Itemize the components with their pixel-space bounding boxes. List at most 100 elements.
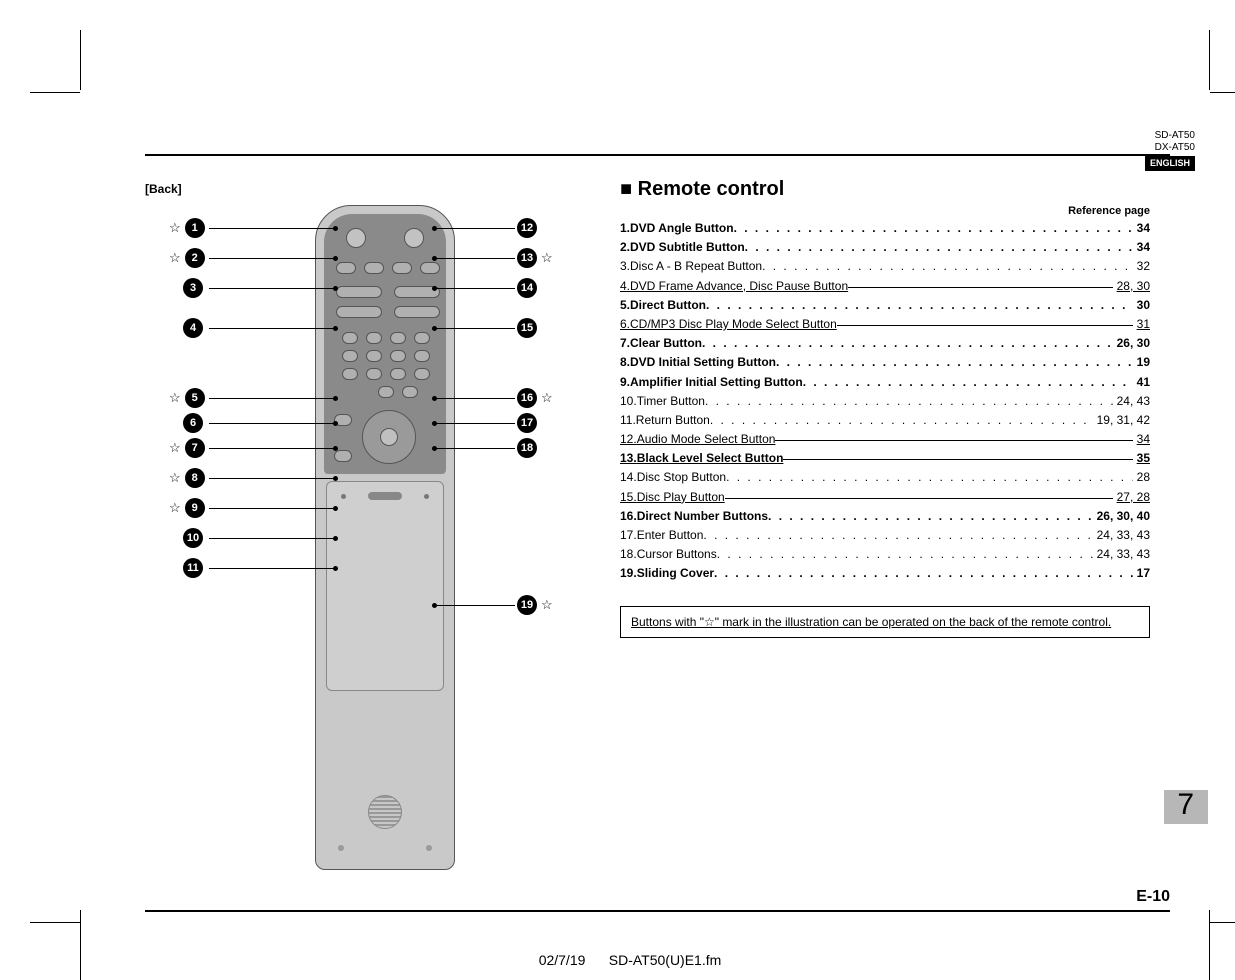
toc-label: Direct Number Buttons — [637, 507, 768, 526]
cropmark — [80, 30, 81, 90]
cover-handle — [368, 492, 402, 500]
cropmark — [80, 910, 81, 980]
callout-number: 17 — [517, 413, 537, 433]
leader-line — [209, 478, 335, 479]
toc-row: 19. Sliding Cover 17 — [620, 564, 1150, 583]
toc-page: 34 — [1133, 238, 1150, 257]
footer-date: 02/7/19 — [539, 952, 586, 968]
remote-diagram: ☆1☆234☆56☆7☆8☆910111213☆141516☆171819☆ — [165, 205, 555, 915]
callout-right: 13☆ — [517, 248, 557, 268]
callout-number: 12 — [517, 218, 537, 238]
callout-left: 4 — [183, 318, 203, 338]
remote-foot — [338, 845, 344, 851]
callout-number: 14 — [517, 278, 537, 298]
callout-number: 11 — [183, 558, 203, 578]
note-box: Buttons with "☆" mark in the illustratio… — [620, 606, 1150, 638]
leader-line — [435, 328, 515, 329]
reference-page-label: Reference page — [620, 205, 1150, 217]
toc-row: 11. Return Button 19, 31, 42 — [620, 411, 1150, 430]
side-page-number: 7 — [1177, 788, 1194, 822]
star-icon: ☆ — [541, 250, 553, 266]
remote-button — [336, 262, 356, 274]
toc-num: 1. — [620, 219, 630, 238]
leader-line — [209, 258, 335, 259]
callout-left: ☆7 — [165, 438, 205, 458]
toc-num: 13. — [620, 449, 637, 468]
leader-line — [435, 448, 515, 449]
footer-rule — [145, 910, 1170, 912]
remote-button — [414, 368, 430, 380]
section-title: ■ Remote control — [620, 178, 1150, 201]
toc-label: Timer Button — [637, 392, 705, 411]
cover-dot — [341, 494, 346, 499]
toc-row: 15. Disc Play Button 27, 28 — [620, 488, 1150, 507]
leader-line — [209, 423, 335, 424]
leader-line — [209, 538, 335, 539]
toc-num: 6. — [620, 315, 630, 334]
toc-page: 24, 33, 43 — [1093, 526, 1150, 545]
toc-num: 14. — [620, 468, 637, 487]
callout-left: 11 — [183, 558, 203, 578]
leader-line — [209, 508, 335, 509]
toc-dots — [705, 392, 1113, 411]
remote-enter — [380, 428, 398, 446]
callout-number: 1 — [185, 218, 205, 238]
star-icon: ☆ — [169, 220, 181, 236]
leader-line — [209, 398, 335, 399]
toc-dots — [725, 487, 1113, 499]
toc-page: 19 — [1133, 353, 1150, 372]
toc-row: 16. Direct Number Buttons 26, 30, 40 — [620, 507, 1150, 526]
toc-dots — [776, 353, 1133, 372]
toc-row: 2. DVD Subtitle Button 34 — [620, 238, 1150, 257]
toc-page: 27, 28 — [1113, 488, 1150, 507]
toc-dots — [710, 411, 1093, 430]
toc-num: 4. — [620, 277, 630, 296]
toc-num: 11. — [620, 411, 636, 430]
toc-dots — [714, 564, 1133, 583]
toc-row: 4. DVD Frame Advance, Disc Pause Button … — [620, 277, 1150, 296]
leader-line — [209, 228, 335, 229]
callout-number: 3 — [183, 278, 203, 298]
toc-label: Disc Stop Button — [637, 468, 726, 487]
toc-dots — [768, 507, 1093, 526]
toc-page: 24, 43 — [1113, 392, 1150, 411]
toc-label: Enter Button — [637, 526, 704, 545]
callout-number: 16 — [517, 388, 537, 408]
remote-button — [394, 306, 440, 318]
toc-page: 34 — [1133, 219, 1150, 238]
callout-left: ☆2 — [165, 248, 205, 268]
leader-line — [435, 228, 515, 229]
remote-button — [390, 368, 406, 380]
toc-row: 13. Black Level Select Button 35 — [620, 449, 1150, 468]
callout-right: 19☆ — [517, 595, 557, 615]
toc-dots — [703, 526, 1092, 545]
star-icon: ☆ — [169, 440, 181, 456]
cropmark — [1210, 922, 1235, 923]
callout-number: 6 — [183, 413, 203, 433]
remote-top-panel — [324, 214, 446, 474]
remote-dpad — [362, 410, 416, 464]
cropmark — [1209, 910, 1210, 980]
toc-row: 1. DVD Angle Button 34 — [620, 219, 1150, 238]
toc-dots — [775, 429, 1132, 441]
toc-page: 41 — [1133, 373, 1150, 392]
leader-line — [435, 398, 515, 399]
remote-button — [342, 350, 358, 362]
toc-row: 10. Timer Button 24, 43 — [620, 392, 1150, 411]
remote-button — [346, 228, 366, 248]
toc-page: 30 — [1133, 296, 1150, 315]
remote-button — [342, 368, 358, 380]
toc-num: 17. — [620, 526, 637, 545]
remote-button — [414, 332, 430, 344]
toc-num: 2. — [620, 238, 630, 257]
language-tag: ENGLISH — [1145, 156, 1195, 171]
cropmark — [1210, 92, 1235, 93]
toc-page: 26, 30 — [1113, 334, 1150, 353]
model-2: DX-AT50 — [1145, 142, 1195, 154]
callout-left: 3 — [183, 278, 203, 298]
toc-label: Sliding Cover — [637, 564, 714, 583]
header-models: SD-AT50 DX-AT50 ENGLISH — [1145, 130, 1195, 171]
callout-number: 5 — [185, 388, 205, 408]
toc-page: 19, 31, 42 — [1093, 411, 1150, 430]
callout-right: 12 — [517, 218, 537, 238]
